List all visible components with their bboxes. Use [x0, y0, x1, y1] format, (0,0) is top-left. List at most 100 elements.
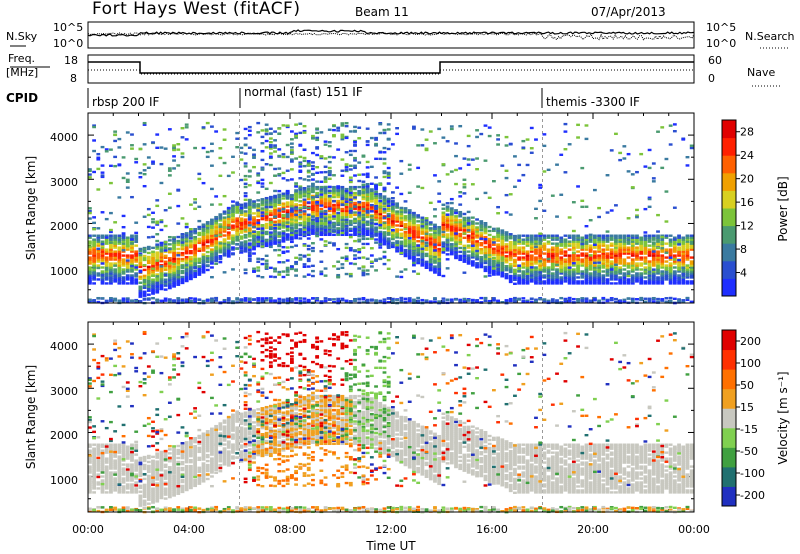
range-gate-cell: [344, 213, 349, 217]
range-gate-cell: [378, 183, 383, 186]
range-gate-cell: [361, 265, 366, 268]
range-gate-cell: [100, 270, 105, 273]
range-gate-cell: [235, 223, 240, 226]
range-gate-cell: [626, 262, 631, 265]
range-gate-cell: [155, 255, 160, 258]
range-gate-cell: [382, 243, 387, 246]
range-gate-cell: [281, 177, 286, 180]
range-gate-cell: [184, 259, 189, 263]
range-gate-cell: [252, 247, 256, 251]
range-gate-cell: [88, 256, 92, 259]
colorbar-swatch: [722, 172, 736, 191]
range-gate-cell: [172, 159, 176, 162]
range-gate-cell: [138, 255, 143, 259]
range-gate-cell: [302, 159, 307, 163]
range-gate-cell: [96, 238, 101, 242]
nave-trace: [88, 69, 694, 75]
range-gate-cell: [504, 243, 509, 246]
range-gate-cell: [651, 180, 656, 183]
range-gate-cell: [336, 213, 341, 217]
range-gate-cell: [534, 138, 538, 141]
range-gate-cell: [336, 199, 341, 203]
range-gate-cell: [391, 197, 395, 200]
range-gate-cell: [104, 299, 109, 303]
range-gate-cell: [252, 246, 256, 249]
range-gate-cell: [399, 214, 404, 218]
range-gate-cell: [273, 226, 277, 230]
range-gate-cell: [130, 260, 134, 263]
range-gate-cell: [172, 269, 176, 272]
range-gate-cell: [256, 221, 261, 224]
range-gate-cell: [424, 138, 429, 141]
range-gate-cell: [647, 205, 652, 209]
range-gate-cell: [386, 219, 391, 222]
range-gate-cell: [226, 249, 231, 252]
range-gate-cell: [369, 299, 374, 302]
range-gate-cell: [311, 206, 315, 210]
range-gate-cell: [104, 272, 109, 275]
colorbar-swatch: [722, 243, 736, 262]
range-gate-cell: [327, 298, 332, 301]
range-gate-cell: [268, 211, 273, 215]
range-gate-cell: [332, 124, 336, 128]
range-gate-cell: [374, 144, 378, 147]
range-gate-cell: [542, 209, 547, 212]
range-gate-cell: [201, 243, 206, 246]
nsky-tick-top: 10^5: [53, 21, 83, 34]
range-gate-cell: [205, 299, 210, 302]
range-gate-cell: [222, 254, 227, 257]
range-gate-cell: [226, 245, 231, 248]
range-gate-cell: [264, 200, 269, 204]
range-gate-cell: [365, 182, 370, 186]
range-gate-cell: [306, 193, 311, 197]
range-gate-cell: [142, 286, 147, 289]
range-gate-cell: [172, 249, 176, 252]
range-gate-cell: [353, 201, 357, 205]
range-gate-cell: [281, 246, 286, 249]
range-gate-cell: [281, 207, 286, 211]
range-gate-cell: [361, 205, 366, 209]
range-gate-cell: [538, 260, 543, 263]
range-gate-cell: [130, 278, 134, 281]
range-gate-cell: [100, 282, 105, 285]
range-gate-cell: [365, 220, 370, 223]
range-gate-cell: [504, 135, 509, 139]
range-gate-cell: [264, 196, 269, 200]
range-gate-cell: [151, 160, 155, 163]
range-gate-cell: [180, 239, 185, 243]
range-gate-cell: [273, 232, 277, 236]
range-gate-cell: [378, 212, 383, 216]
range-gate-cell: [374, 241, 378, 244]
range-gate-cell: [311, 230, 315, 233]
range-gate-cell: [172, 148, 176, 152]
range-gate-cell: [492, 227, 496, 231]
range-gate-cell: [353, 196, 357, 199]
range-gate-cell: [226, 226, 231, 229]
range-gate-cell: [222, 298, 227, 302]
range-gate-cell: [445, 298, 450, 301]
range-gate-cell: [222, 128, 227, 131]
range-gate-cell: [340, 199, 345, 203]
colorbar-tick-label: 4: [740, 267, 747, 280]
range-gate-cell: [618, 158, 623, 162]
range-gate-cell: [656, 276, 660, 279]
range-gate-cell: [290, 130, 294, 133]
range-gate-cell: [344, 193, 349, 197]
range-gate-cell: [395, 242, 399, 245]
range-gate-cell: [302, 192, 307, 196]
range-gate-cell: [395, 186, 399, 189]
range-gate-cell: [117, 242, 122, 245]
range-gate-cell: [403, 223, 408, 226]
range-gate-cell: [445, 267, 450, 270]
range-gate-cell: [264, 132, 269, 136]
range-gate-cell: [88, 298, 92, 301]
range-gate-cell: [226, 215, 231, 218]
range-gate-cell: [290, 220, 294, 223]
range-gate-cell: [239, 219, 244, 222]
range-gate-cell: [374, 142, 378, 146]
range-gate-cell: [332, 228, 336, 231]
range-gate-cell: [117, 252, 122, 255]
range-gate-cell: [273, 196, 277, 199]
range-gate-cell: [239, 217, 244, 220]
range-gate-cell: [656, 250, 660, 253]
